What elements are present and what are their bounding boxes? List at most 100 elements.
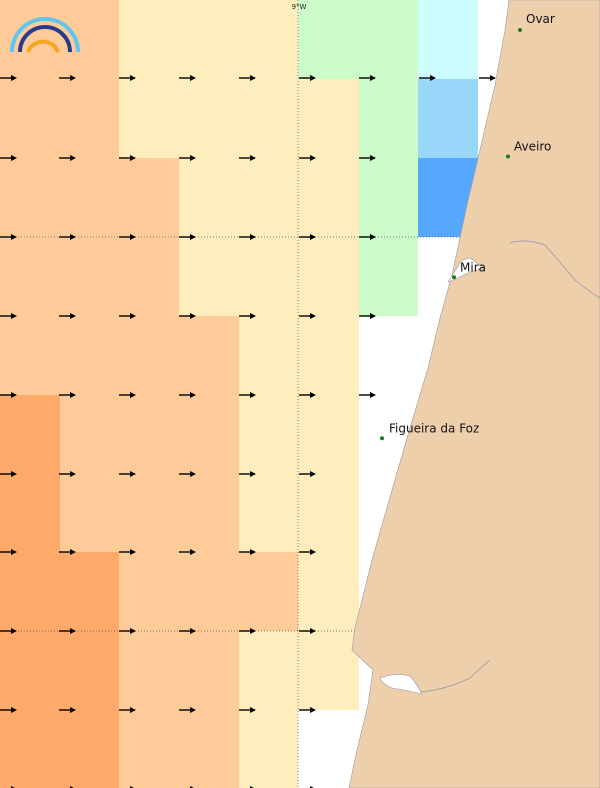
wave-arrow bbox=[239, 75, 256, 81]
city-label: Aveiro bbox=[514, 140, 551, 154]
grid-cell bbox=[60, 552, 120, 632]
wave-arrow bbox=[239, 549, 256, 555]
grid-cell bbox=[0, 552, 61, 632]
grid-cell bbox=[179, 395, 240, 475]
grid-cell bbox=[179, 79, 240, 159]
city-label: Figueira da Foz bbox=[389, 421, 479, 435]
grid-cell bbox=[239, 237, 299, 317]
grid-cell bbox=[60, 0, 120, 80]
rainbow-logo bbox=[10, 17, 80, 53]
grid-cell bbox=[0, 316, 61, 396]
grid-cell bbox=[239, 316, 299, 396]
grid-cell bbox=[298, 474, 360, 553]
wave-arrow bbox=[299, 549, 316, 555]
wave-arrow bbox=[119, 549, 136, 555]
grid-cell bbox=[298, 631, 360, 711]
grid-cell bbox=[298, 710, 360, 788]
wave-arrow bbox=[119, 313, 136, 319]
wave-arrow bbox=[0, 313, 17, 319]
wave-arrow bbox=[299, 234, 316, 240]
grid-cell bbox=[179, 552, 240, 632]
grid-cell bbox=[179, 237, 240, 317]
grid-cell bbox=[119, 0, 180, 80]
grid-cell bbox=[179, 474, 240, 553]
wave-arrow bbox=[359, 392, 376, 398]
wave-arrow bbox=[479, 75, 496, 81]
grid-cell bbox=[298, 0, 360, 80]
city-dot bbox=[452, 275, 456, 280]
wave-arrow bbox=[59, 234, 76, 240]
wave-arrow bbox=[239, 628, 256, 634]
grid-cell bbox=[239, 631, 299, 711]
city-markers: Ovar Aveiro Mira Figueira da Foz bbox=[380, 12, 555, 441]
grid-cell bbox=[0, 395, 61, 475]
wave-arrow bbox=[59, 75, 76, 81]
city-label: Mira bbox=[460, 260, 486, 274]
wave-arrow bbox=[59, 392, 76, 398]
grid-cell bbox=[298, 79, 360, 159]
grid-cell bbox=[239, 79, 299, 159]
grid-cell bbox=[359, 79, 419, 159]
grid-cell bbox=[239, 0, 299, 80]
wave-direction-arrows bbox=[0, 75, 496, 788]
wave-arrow bbox=[179, 234, 196, 240]
wave-arrow bbox=[359, 155, 376, 161]
wave-arrow bbox=[359, 313, 376, 319]
wave-arrow bbox=[59, 707, 76, 713]
wave-arrow bbox=[0, 234, 17, 240]
wave-arrow bbox=[179, 392, 196, 398]
wave-arrow bbox=[299, 313, 316, 319]
grid-cell bbox=[60, 316, 120, 396]
wave-arrow bbox=[179, 155, 196, 161]
grid-cell bbox=[60, 79, 120, 159]
grid-cell bbox=[60, 158, 120, 238]
wave-arrow bbox=[59, 549, 76, 555]
grid-cell bbox=[239, 474, 299, 553]
grid-cell bbox=[0, 79, 61, 159]
meridian-label: 9°W bbox=[292, 3, 307, 11]
grid-cell bbox=[119, 237, 180, 317]
grid-cell bbox=[239, 158, 299, 238]
grid-cell bbox=[359, 0, 419, 80]
wave-arrow bbox=[299, 75, 316, 81]
grid-cell bbox=[298, 158, 360, 238]
grid-cell bbox=[119, 316, 180, 396]
grid-cell bbox=[0, 710, 61, 788]
city-dot bbox=[380, 436, 384, 441]
wave-arrow bbox=[419, 75, 436, 81]
grid-cell bbox=[119, 158, 180, 238]
city-dot bbox=[518, 28, 522, 32]
grid-cell bbox=[60, 474, 120, 553]
grid-cell bbox=[60, 395, 120, 475]
grid-cell bbox=[359, 316, 419, 396]
grid-cell bbox=[418, 0, 479, 80]
wave-arrow bbox=[0, 549, 17, 555]
grid-cell bbox=[60, 710, 120, 788]
wave-arrow bbox=[299, 628, 316, 634]
grid-cell bbox=[0, 158, 61, 238]
wave-arrow bbox=[119, 707, 136, 713]
wave-arrow bbox=[359, 75, 376, 81]
wave-arrow bbox=[119, 628, 136, 634]
city-label: Ovar bbox=[526, 12, 555, 26]
grid-cell bbox=[60, 631, 120, 711]
grid-cell bbox=[359, 158, 419, 238]
grid-cell bbox=[179, 631, 240, 711]
wave-arrow bbox=[239, 392, 256, 398]
wave-arrow bbox=[119, 234, 136, 240]
wave-arrow bbox=[59, 628, 76, 634]
grid-cell bbox=[239, 710, 299, 788]
wave-arrow bbox=[119, 155, 136, 161]
wave-arrow bbox=[239, 234, 256, 240]
aveiro-lagoon bbox=[447, 257, 484, 283]
wave-arrow bbox=[239, 707, 256, 713]
wave-arrow bbox=[0, 471, 17, 477]
grid-cell bbox=[60, 237, 120, 317]
wave-arrow bbox=[179, 549, 196, 555]
grid-cell bbox=[119, 79, 180, 159]
grid-cell bbox=[119, 474, 180, 553]
wave-arrow bbox=[299, 707, 316, 713]
wave-arrow bbox=[179, 313, 196, 319]
